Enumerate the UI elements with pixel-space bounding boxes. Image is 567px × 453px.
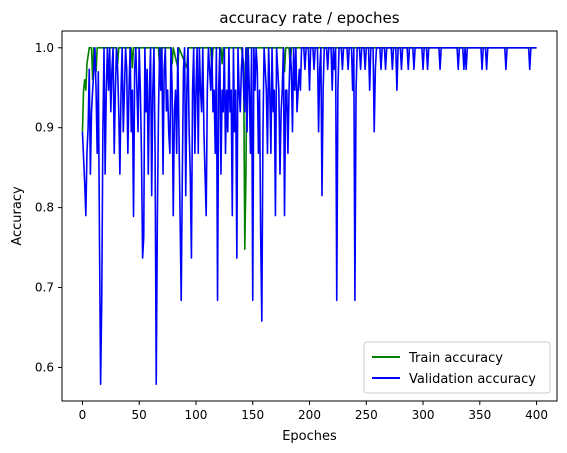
legend-label-train: Train accuracy: [408, 351, 503, 366]
x-tick-label: 50: [132, 408, 147, 422]
x-tick-label: 0: [79, 408, 87, 422]
x-tick-label: 350: [468, 408, 491, 422]
x-tick-label: 150: [241, 408, 264, 422]
y-tick-label: 0.9: [35, 121, 54, 135]
x-tick-label: 200: [298, 408, 321, 422]
x-axis-label: Epoches: [282, 429, 337, 444]
x-tick-label: 400: [525, 408, 548, 422]
y-tick-label: 0.8: [35, 201, 54, 215]
legend: Train accuracy Validation accuracy: [364, 342, 550, 393]
x-tick-label: 300: [412, 408, 435, 422]
y-axis-label: Accuracy: [10, 186, 25, 246]
x-tick-label: 250: [355, 408, 378, 422]
y-tick-label: 0.6: [35, 360, 54, 374]
y-tick-label: 1.0: [35, 41, 54, 55]
x-tick-label: 100: [185, 408, 208, 422]
legend-label-validation: Validation accuracy: [409, 372, 536, 387]
chart-title: accuracy rate / epoches: [219, 9, 399, 27]
y-tick-label: 0.7: [35, 281, 54, 295]
